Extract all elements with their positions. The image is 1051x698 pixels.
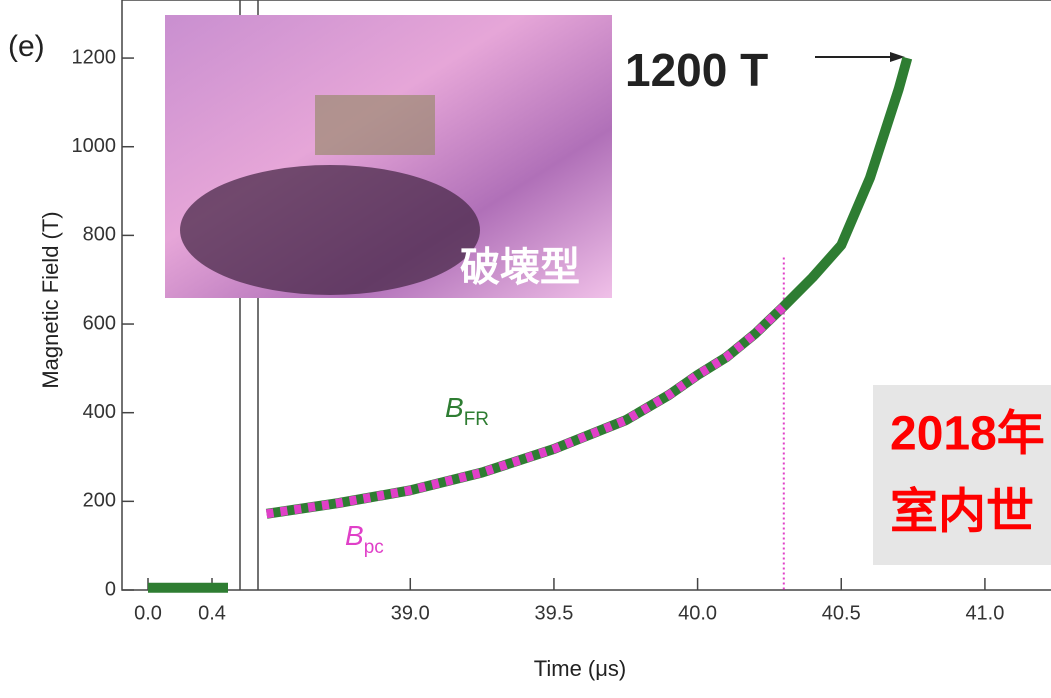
y-tick-label: 0 — [105, 578, 116, 600]
panel-label: (e) — [8, 30, 45, 63]
y-tick-label: 1000 — [72, 135, 117, 157]
x-tick-label: 0.4 — [198, 602, 226, 624]
y-tick-label: 600 — [83, 312, 116, 334]
series-label: BFR — [445, 392, 489, 430]
x-tick-label: 39.0 — [391, 602, 430, 624]
chart: (e) Magnetic Field (T) Time (μs) 1200 T … — [0, 0, 1051, 698]
photo-detail — [180, 165, 480, 295]
series-line — [267, 306, 784, 514]
page: {"chart_data": {"type": "line", "panel_l… — [0, 0, 1051, 698]
x-tick-label: 0.0 — [134, 602, 162, 624]
annotation: 1200 T — [625, 44, 768, 96]
x-tick-label: 40.5 — [822, 602, 861, 624]
overlay-text: 2018年 — [890, 408, 1045, 461]
x-tick-label: 40.0 — [678, 602, 717, 624]
y-tick-label: 1200 — [72, 46, 117, 68]
inset-photo: 破壊型 — [165, 15, 612, 298]
series-label-sub: pc — [364, 537, 384, 558]
series-label-main: B — [345, 520, 364, 551]
inset-caption: 破壊型 — [460, 246, 580, 290]
x-axis-label: Time (μs) — [534, 656, 627, 681]
x-tick-label: 41.0 — [965, 602, 1004, 624]
x-tick-label: 39.5 — [534, 602, 573, 624]
y-axis-label: Magnetic Field (T) — [38, 211, 63, 388]
y-tick-label: 400 — [83, 401, 116, 423]
series-label: Bpc — [345, 520, 384, 558]
y-tick-label: 800 — [83, 224, 116, 246]
series-label-sub: FR — [464, 409, 489, 430]
series-label-main: B — [445, 392, 464, 423]
photo-detail — [315, 95, 435, 155]
y-tick-label: 200 — [83, 490, 116, 512]
overlay-text: 室内世 — [890, 486, 1034, 539]
